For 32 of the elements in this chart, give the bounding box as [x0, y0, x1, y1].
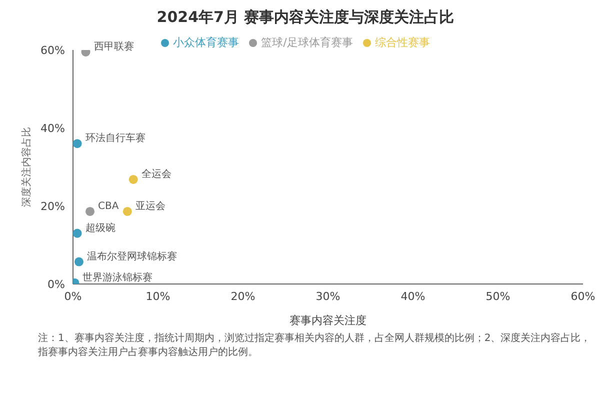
annotation: 亚运会 — [135, 200, 166, 212]
x-tick-label: 20% — [230, 290, 256, 303]
annotation: 温布尔登网球锦标赛 — [86, 250, 177, 262]
x-tick-label: 0% — [64, 290, 82, 303]
x-tick-label: 10% — [146, 290, 170, 303]
x-axis-title: 赛事内容关注度 — [290, 314, 366, 327]
x-tick-label: 60% — [570, 290, 596, 303]
y-tick-label: 20% — [40, 200, 65, 213]
annotation: 全运会 — [141, 168, 172, 180]
annotation: 西甲联赛 — [94, 40, 134, 52]
y-tick-label: 40% — [40, 122, 65, 135]
annotation: CBA — [98, 200, 119, 212]
point — [74, 257, 84, 266]
point — [85, 206, 95, 216]
x-tick-label: 30% — [316, 290, 340, 303]
y-axis-title: 深度关注内容占比 — [20, 127, 33, 207]
annotation: 超级碗 — [85, 222, 116, 234]
legend-label: 篮球/足球体育赛事 — [261, 36, 353, 49]
x-tick-label: 50% — [486, 290, 510, 303]
legend-label: 综合性赛事 — [374, 36, 430, 49]
annotation: 环法自行车赛 — [85, 132, 146, 144]
annotation: 世界游泳锦标赛 — [82, 271, 153, 284]
legend-label: 小众体育赛事 — [173, 36, 240, 49]
text: 注：1、赛事内容关注度，指统计周期内，浏览过指定赛事相关内容的人群，占全网人群规模的比例；2、深度关注内容占比，指赛事内容关注用户占赛事内容触达用户的比例。 — [38, 332, 591, 360]
point — [73, 228, 82, 238]
point — [73, 139, 82, 148]
x-tick-label: 40% — [400, 290, 426, 303]
point — [122, 206, 132, 216]
chart-title: 2024年7月 赛事内容关注度与深度关注占比 — [156, 8, 456, 27]
y-tick-label: 0% — [48, 278, 65, 291]
y-tick-label: 60% — [40, 44, 65, 57]
point — [128, 174, 138, 184]
